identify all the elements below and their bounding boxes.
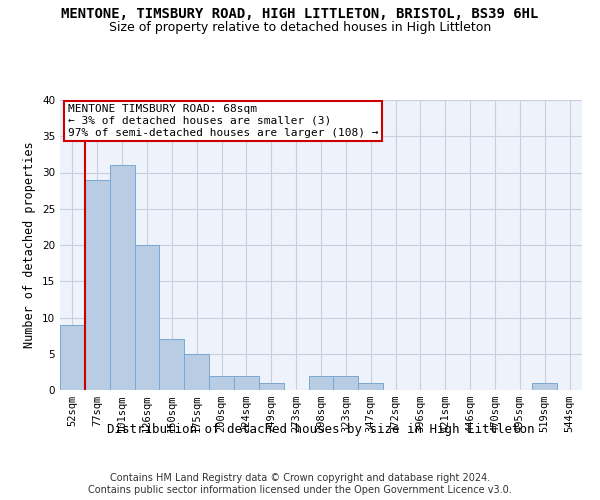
- Text: MENTONE TIMSBURY ROAD: 68sqm
← 3% of detached houses are smaller (3)
97% of semi: MENTONE TIMSBURY ROAD: 68sqm ← 3% of det…: [68, 104, 379, 138]
- Bar: [358, 383, 383, 390]
- Text: Size of property relative to detached houses in High Littleton: Size of property relative to detached ho…: [109, 22, 491, 35]
- Bar: [209, 376, 234, 390]
- Bar: [308, 376, 334, 390]
- Bar: [184, 354, 209, 390]
- Text: Distribution of detached houses by size in High Littleton: Distribution of detached houses by size …: [107, 422, 535, 436]
- Bar: [60, 325, 85, 390]
- Text: Contains HM Land Registry data © Crown copyright and database right 2024.
Contai: Contains HM Land Registry data © Crown c…: [88, 474, 512, 495]
- Bar: [259, 383, 284, 390]
- Bar: [234, 376, 259, 390]
- Bar: [134, 245, 160, 390]
- Bar: [334, 376, 358, 390]
- Bar: [532, 383, 557, 390]
- Bar: [160, 339, 184, 390]
- Text: MENTONE, TIMSBURY ROAD, HIGH LITTLETON, BRISTOL, BS39 6HL: MENTONE, TIMSBURY ROAD, HIGH LITTLETON, …: [61, 8, 539, 22]
- Bar: [85, 180, 110, 390]
- Y-axis label: Number of detached properties: Number of detached properties: [23, 142, 37, 348]
- Bar: [110, 165, 134, 390]
